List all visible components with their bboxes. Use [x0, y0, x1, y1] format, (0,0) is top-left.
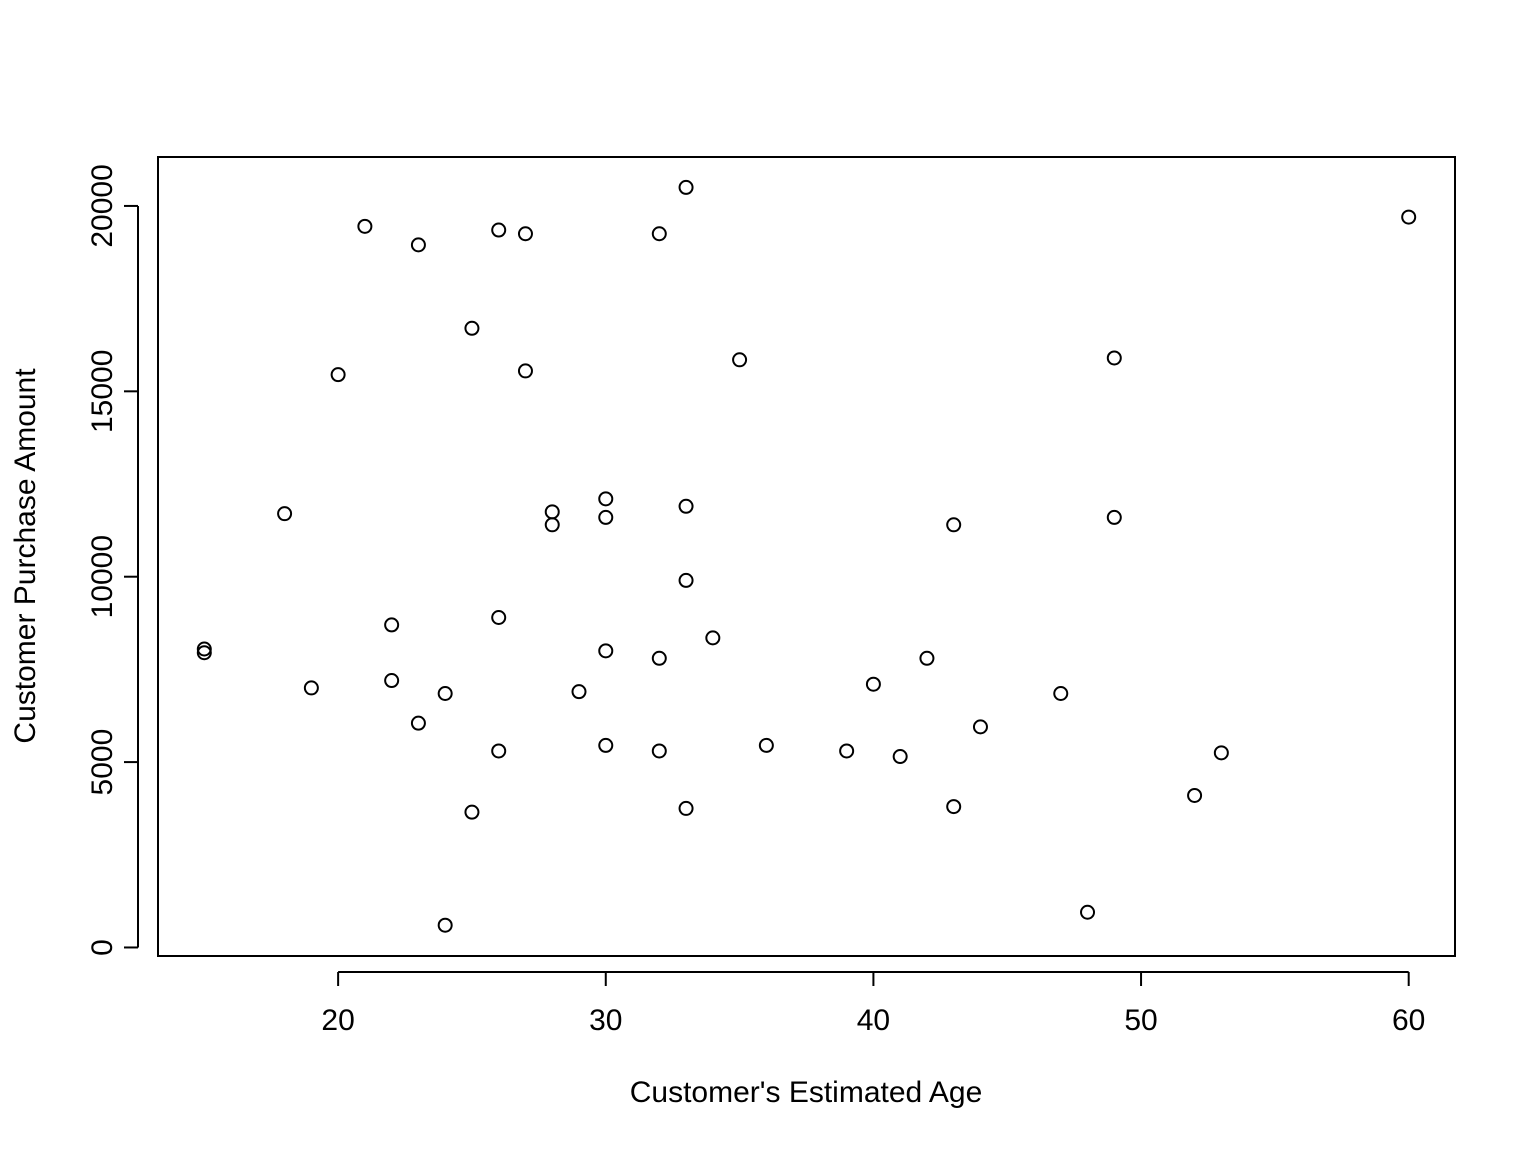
data-point	[196, 645, 212, 661]
data-point	[598, 737, 614, 753]
x-axis: 20 30 40 50 60	[321, 971, 1425, 1037]
data-point	[1401, 209, 1417, 225]
data-point	[464, 804, 480, 820]
data-point	[491, 222, 507, 238]
data-point	[277, 506, 293, 522]
data-point	[303, 680, 319, 696]
data-points	[196, 179, 1417, 933]
y-axis: 0 5000 10000 15000 20000	[86, 164, 139, 956]
data-point	[384, 673, 400, 689]
plot-frame	[157, 156, 1456, 957]
x-tick-label: 20	[321, 1004, 354, 1037]
data-point	[571, 684, 587, 700]
data-point	[1213, 745, 1229, 761]
data-point	[410, 237, 426, 253]
data-point	[1106, 509, 1122, 525]
data-point	[972, 719, 988, 735]
data-point	[705, 630, 721, 646]
data-point	[651, 650, 667, 666]
data-point	[384, 617, 400, 633]
data-point	[464, 320, 480, 336]
data-point	[598, 509, 614, 525]
data-point	[598, 643, 614, 659]
x-axis-label: Customer's Estimated Age	[630, 1076, 983, 1109]
data-point	[651, 226, 667, 242]
data-point	[732, 352, 748, 368]
data-point	[330, 367, 346, 383]
y-tick-label: 10000	[86, 535, 119, 618]
x-tick-label: 30	[589, 1004, 622, 1037]
data-point	[758, 737, 774, 753]
data-point	[491, 743, 507, 759]
data-point	[437, 917, 453, 933]
data-point	[1106, 350, 1122, 366]
data-point	[517, 226, 533, 242]
y-tick-label: 0	[86, 939, 119, 956]
data-point	[678, 498, 694, 514]
data-point	[598, 491, 614, 507]
data-point	[865, 676, 881, 692]
data-point	[491, 609, 507, 625]
data-point	[517, 363, 533, 379]
data-point	[651, 743, 667, 759]
data-point	[678, 179, 694, 195]
data-point	[839, 743, 855, 759]
x-tick-label: 50	[1124, 1004, 1157, 1037]
data-point	[1187, 787, 1203, 803]
data-point	[892, 749, 908, 765]
y-axis-label: Customer Purchase Amount	[9, 368, 42, 744]
data-point	[678, 800, 694, 816]
y-tick-label: 15000	[86, 350, 119, 433]
data-point	[410, 715, 426, 731]
x-tick-label: 60	[1392, 1004, 1425, 1037]
data-point	[678, 572, 694, 588]
data-point	[544, 504, 560, 520]
data-point	[437, 685, 453, 701]
y-tick-label: 20000	[86, 164, 119, 247]
x-tick-label: 40	[857, 1004, 890, 1037]
y-tick-label: 5000	[86, 729, 119, 796]
data-point	[544, 517, 560, 533]
data-point	[946, 517, 962, 533]
data-point	[357, 218, 373, 234]
data-point	[1080, 904, 1096, 920]
data-point	[919, 650, 935, 666]
data-point	[1053, 685, 1069, 701]
data-point	[946, 799, 962, 815]
